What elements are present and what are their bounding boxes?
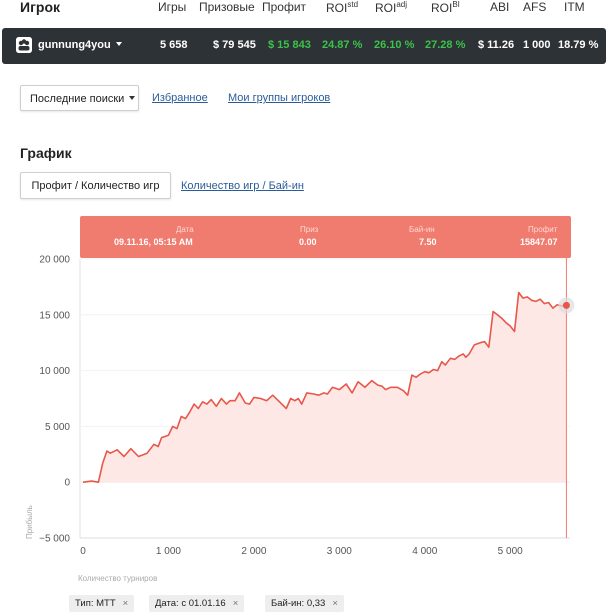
filter-chip-type: Тип: MTT ×	[69, 595, 135, 612]
x-tick-label: 5 000	[498, 546, 523, 557]
tooltip-date-value: 09.11.16, 05:15 AM	[114, 237, 193, 247]
col-abi[interactable]: ABI	[490, 0, 510, 14]
profit-area	[83, 292, 567, 483]
tab-profit-games[interactable]: Профит / Количество игр	[20, 172, 171, 199]
x-tick-label: 2 000	[241, 546, 266, 557]
player-roi-adj: 26.10 %	[374, 39, 415, 51]
tooltip-profit-label: Профит	[528, 225, 558, 234]
tooltip-prize-label: Приз	[300, 225, 319, 234]
col-prizes[interactable]: Призовые	[199, 0, 255, 14]
y-tick-label: 20 000	[39, 255, 70, 266]
player-avatar-icon	[16, 37, 32, 53]
hover-point[interactable]	[562, 301, 570, 309]
filter-chip-buyin: Бай-ин: 0,33 ×	[265, 595, 344, 612]
chevron-down-icon	[129, 96, 136, 100]
player-itm: 18.79 %	[558, 39, 599, 51]
profit-line	[82, 291, 567, 483]
favorites-link[interactable]: Избранное	[152, 92, 208, 104]
player-prizes: $ 79 545	[213, 39, 256, 51]
player-afs: 1 000	[523, 39, 551, 51]
col-afs[interactable]: AFS	[523, 0, 547, 14]
player-profit: $ 15 843	[268, 39, 311, 51]
x-axis-ticks: 0 1 000 2 000 3 000 4 000 5 000	[80, 546, 523, 557]
close-icon[interactable]: ×	[332, 598, 338, 609]
tooltip-profit-value: 15847.07	[520, 237, 558, 247]
y-tick-label: −5 000	[39, 534, 70, 545]
player-name[interactable]: gunnung4you	[38, 39, 122, 51]
profit-chart[interactable]: 20 000 15 000 10 000 5 000 0 −5 000 0 1 000 2 0…	[0, 205, 610, 590]
filter-chip-date: Дата: с 01.01.16 ×	[149, 595, 245, 612]
player-roi-std: 24.87 %	[322, 39, 363, 51]
x-axis-title: Количество турниров	[78, 574, 157, 583]
tooltip-prize-value: 0.00	[299, 237, 317, 247]
player-games: 5 658	[160, 39, 188, 51]
player-abi: $ 11.26	[478, 39, 515, 51]
y-tick-label: 15 000	[39, 310, 70, 321]
col-roi-std[interactable]: ROIstd	[326, 0, 359, 15]
col-player[interactable]: Игрок	[20, 0, 61, 15]
col-games[interactable]: Игры	[158, 0, 187, 14]
col-itm[interactable]: ITM	[564, 0, 585, 14]
x-tick-label: 4 000	[412, 546, 437, 557]
tooltip-buyin-label: Бай-ин	[409, 225, 435, 234]
recent-searches-dropdown[interactable]: Последние поиски	[20, 85, 139, 111]
x-tick-label: 3 000	[327, 546, 352, 557]
col-profit[interactable]: Профит	[262, 0, 307, 14]
tooltip-buyin-value: 7.50	[419, 237, 437, 247]
player-roi-bi: 27.28 %	[425, 39, 466, 51]
player-row[interactable]: gunnung4you 5 658 $ 79 545 $ 15 843 24.8…	[2, 28, 606, 64]
close-icon[interactable]: ×	[122, 598, 129, 609]
y-tick-label: 10 000	[39, 366, 70, 377]
y-axis-ticks: 20 000 15 000 10 000 5 000 0 −5 000	[39, 255, 70, 545]
column-header: Игрок Игры Призовые Профит ROIstd ROIadj…	[0, 0, 610, 20]
section-title: График	[20, 145, 72, 161]
chevron-down-icon	[115, 42, 122, 46]
close-icon[interactable]: ×	[232, 598, 239, 609]
col-roi-adj[interactable]: ROIadj	[375, 0, 408, 15]
y-tick-label: 5 000	[45, 422, 70, 433]
col-roi-bi[interactable]: ROIBI	[431, 0, 460, 15]
tooltip-date-label: Дата	[176, 225, 194, 234]
y-axis-title: Прибыль	[25, 505, 34, 539]
chart-tooltip: Дата 09.11.16, 05:15 AM Приз 0.00 Бай-ин…	[80, 216, 571, 258]
tab-games-buyin[interactable]: Количество игр / Бай-ин	[181, 180, 304, 192]
y-tick-label: 0	[64, 478, 70, 489]
x-tick-label: 0	[80, 546, 86, 557]
x-tick-label: 1 000	[156, 546, 181, 557]
my-player-groups-link[interactable]: Мои группы игроков	[228, 92, 331, 104]
